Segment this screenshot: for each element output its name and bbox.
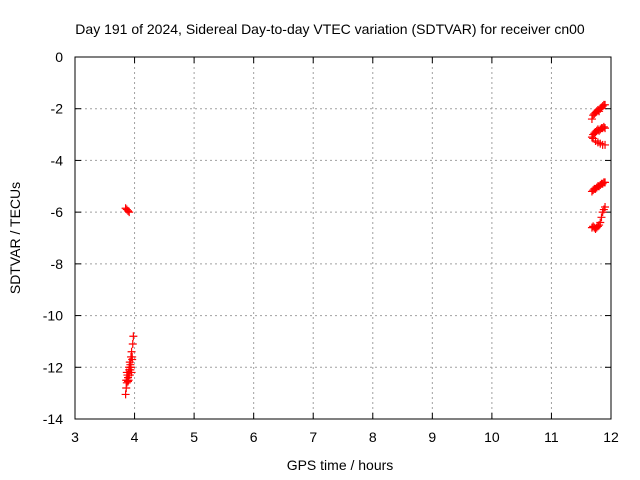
plot-frame: [74, 56, 612, 420]
data-point: [129, 332, 138, 341]
x-tick-label: 6: [250, 429, 258, 445]
y-tick-label: -4: [51, 152, 64, 168]
x-tick-label: 3: [71, 429, 79, 445]
chart-title: Day 191 of 2024, Sidereal Day-to-day VTE…: [75, 21, 585, 37]
y-tick-label: -12: [43, 359, 63, 375]
data-point: [601, 100, 610, 109]
y-tick-label: -8: [51, 256, 64, 272]
x-tick-label: 7: [309, 429, 317, 445]
y-tick-label: -10: [43, 308, 63, 324]
data-point: [596, 218, 605, 227]
y-axis-label: SDTVAR / TECUs: [7, 182, 23, 294]
data-point: [587, 115, 596, 124]
x-tick-label: 10: [484, 429, 500, 445]
data-point: [127, 368, 136, 377]
data-point: [122, 376, 131, 385]
data-point: [124, 206, 133, 215]
x-tick-label: 5: [190, 429, 198, 445]
axis-ticks: [74, 56, 612, 420]
x-tick-label: 12: [603, 429, 619, 445]
data-point: [597, 213, 606, 222]
data-point: [128, 340, 137, 349]
y-tick-label: -2: [51, 101, 64, 117]
data-point: [601, 178, 610, 187]
y-tick-label: 0: [55, 49, 63, 65]
data-point: [601, 140, 610, 149]
data-point: [601, 124, 610, 133]
x-tick-label: 11: [544, 429, 559, 445]
data-point: [599, 122, 608, 131]
data-point: [128, 352, 137, 361]
data-points: [121, 100, 610, 399]
y-tick-label: -6: [51, 204, 64, 220]
x-axis-label: GPS time / hours: [287, 457, 394, 473]
x-tick-label: 8: [369, 429, 377, 445]
x-tick-labels: 3 4 5 6 7 8 9 10 11 12: [71, 429, 619, 445]
y-tick-label: -14: [43, 411, 63, 427]
grid-lines: [75, 57, 611, 419]
y-tick-labels: 0 -2 -4 -6 -8 -10 -12 -14: [43, 49, 63, 427]
x-tick-label: 9: [428, 429, 436, 445]
data-point: [601, 202, 610, 211]
data-point: [124, 377, 133, 386]
x-tick-label: 4: [131, 429, 139, 445]
data-point: [126, 360, 135, 369]
data-point: [125, 208, 134, 217]
